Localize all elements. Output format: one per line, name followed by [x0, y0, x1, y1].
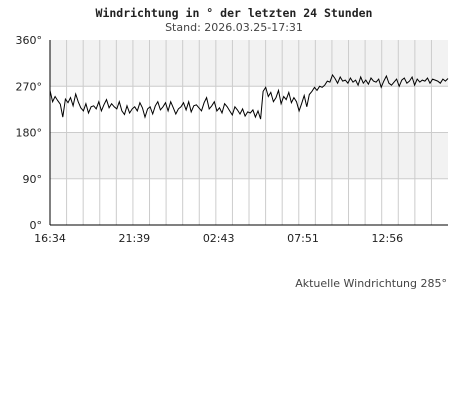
grid-lines [50, 40, 448, 225]
x-tick-labels: 16:34 21:39 02:43 07:51 12:56 [34, 232, 403, 245]
series-line-0 [49, 73, 449, 120]
series-layer [49, 73, 449, 120]
x-tick-label: 02:43 [203, 232, 235, 245]
x-tick-label: 07:51 [287, 232, 319, 245]
current-direction-note: Aktuelle Windrichtung 285° [295, 277, 447, 290]
chart-subtitle: Stand: 2026.03.25-17:31 [165, 21, 303, 34]
axes [49, 40, 448, 226]
y-tick-labels: 0° 90° 180° 270° 360° [16, 34, 43, 232]
y-tick-label: 90° [23, 173, 43, 186]
y-tick-label: 270° [16, 80, 43, 93]
x-tick-label: 21:39 [118, 232, 150, 245]
y-tick-label: 360° [16, 34, 43, 47]
y-tick-label: 0° [30, 219, 43, 232]
x-tick-label: 12:56 [371, 232, 403, 245]
x-tick-label: 16:34 [34, 232, 66, 245]
y-tick-label: 180° [16, 127, 43, 140]
chart-title: Windrichtung in ° der letzten 24 Stunden [95, 6, 373, 20]
